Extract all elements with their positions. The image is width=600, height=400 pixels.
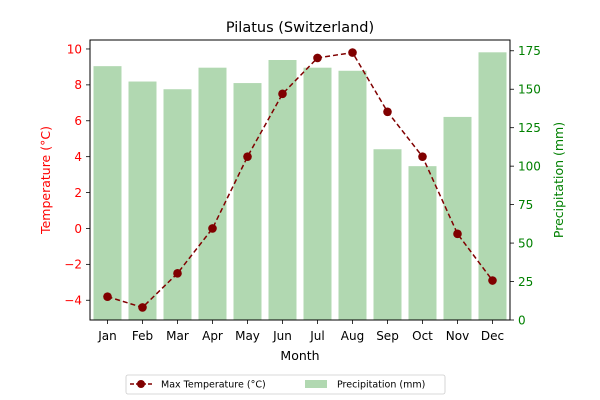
x-tick-label: Mar xyxy=(166,329,189,343)
bar-may xyxy=(233,83,262,320)
x-tick-label: Apr xyxy=(202,329,223,343)
bar-aug xyxy=(338,70,367,321)
y-axis-right: 0 25 50 75 100 125 150 175 xyxy=(510,44,541,327)
x-tick-label: Jan xyxy=(97,329,117,343)
point-dec xyxy=(488,276,497,285)
precipitation-bars xyxy=(93,52,507,321)
y-left-tick-label: 10 xyxy=(67,42,82,56)
bar-jan xyxy=(93,66,122,321)
x-tick-label: Oct xyxy=(412,329,433,343)
y-right-tick-label: 75 xyxy=(518,198,533,212)
point-apr xyxy=(208,224,217,233)
y-left-tick-label: 8 xyxy=(74,78,82,92)
y-left-tick-label: 4 xyxy=(74,150,82,164)
y-left-tick-label: 2 xyxy=(74,186,82,200)
y-right-tick-label: 150 xyxy=(518,83,541,97)
x-axis: Jan Feb Mar Apr May Jun Jul Aug Sep Oct Nov Dec xyxy=(97,320,504,343)
bar-feb xyxy=(128,81,157,321)
point-sep xyxy=(383,107,392,117)
legend-marker-swatch xyxy=(137,380,145,388)
legend-label-precipitation: Precipitation (mm) xyxy=(337,380,425,391)
x-tick-label: Jun xyxy=(272,329,292,343)
chart-title: Pilatus (Switzerland) xyxy=(226,20,374,36)
temperature-line xyxy=(103,48,497,312)
x-axis-label: Month xyxy=(280,348,319,363)
x-tick-label: Nov xyxy=(446,329,469,343)
y-right-tick-label: 175 xyxy=(518,44,541,58)
x-tick-label: Sep xyxy=(376,329,399,343)
bar-mar xyxy=(163,89,192,320)
point-aug xyxy=(348,48,357,57)
bar-nov xyxy=(443,116,472,320)
y-left-tick-label: 0 xyxy=(74,222,82,236)
plot-frame xyxy=(89,39,511,321)
y-right-tick-label: 125 xyxy=(518,121,541,135)
y-axis-left: −4 −2 0 2 4 6 8 10 xyxy=(64,42,90,308)
y-axis-right-label: Precipitation (mm) xyxy=(551,122,566,238)
legend-label-temperature: Max Temperature (°C) xyxy=(161,380,266,391)
x-tick-label: May xyxy=(235,329,260,343)
bar-dec xyxy=(478,52,507,321)
bar-oct xyxy=(408,166,437,320)
legend-bar-swatch xyxy=(305,380,327,388)
y-left-tick-label: 6 xyxy=(74,114,82,128)
x-tick-label: Feb xyxy=(132,329,153,343)
legend-box xyxy=(125,374,446,395)
bar-apr xyxy=(198,67,227,320)
point-may xyxy=(243,152,252,161)
legend: Max Temperature (°C) Precipitation (mm) xyxy=(125,374,446,395)
point-jan xyxy=(103,292,112,301)
bar-jul xyxy=(303,67,332,320)
x-tick-label: Jul xyxy=(309,329,324,343)
y-right-tick-label: 25 xyxy=(518,275,533,289)
x-tick-label: Aug xyxy=(341,329,364,343)
point-nov xyxy=(453,229,462,239)
y-right-tick-label: 100 xyxy=(518,159,541,173)
y-right-tick-label: 0 xyxy=(518,313,526,327)
y-right-tick-label: 50 xyxy=(518,236,533,250)
bar-sep xyxy=(373,149,402,320)
point-oct xyxy=(418,152,427,161)
y-left-tick-label: −4 xyxy=(64,294,82,308)
y-left-tick-label: −2 xyxy=(64,258,82,272)
point-jun xyxy=(278,89,287,99)
point-mar xyxy=(173,269,182,278)
point-feb xyxy=(138,303,147,312)
bar-jun xyxy=(268,60,297,320)
point-jul xyxy=(313,53,322,63)
y-axis-left-label: Temperature (°C) xyxy=(38,126,53,235)
x-tick-label: Dec xyxy=(481,329,504,343)
